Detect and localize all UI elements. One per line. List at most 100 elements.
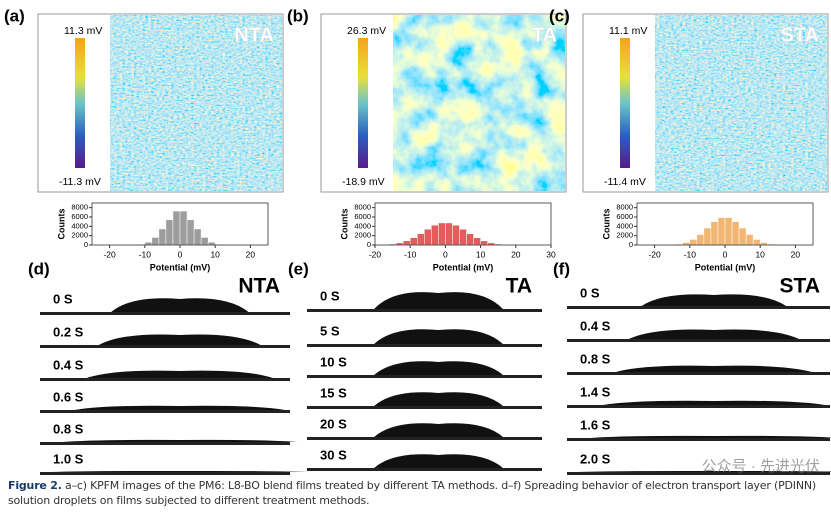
y-tick-label: 8000: [616, 203, 633, 212]
y-tick-label: 6000: [354, 212, 371, 221]
x-tick-label: 30: [546, 249, 556, 259]
substrate: [567, 372, 830, 375]
y-tick-label: 2000: [616, 231, 633, 240]
hist-bar: [725, 218, 732, 245]
y-axis-label: Counts: [56, 209, 66, 240]
x-tick-label: -20: [103, 249, 116, 259]
hist-bar: [173, 211, 180, 245]
time-label: 0.4 S: [53, 357, 84, 372]
y-tick-label: 0: [629, 240, 633, 249]
x-axis-label: Potential (mV): [150, 262, 211, 272]
substrate: [307, 309, 542, 312]
panel-title: NTA: [238, 275, 280, 298]
x-tick-label: 10: [755, 249, 765, 259]
droplet: [374, 361, 503, 375]
y-tick-label: 4000: [354, 221, 371, 230]
substrate: [307, 468, 542, 471]
y-tick-label: 6000: [71, 212, 88, 221]
x-axis-label: Potential (mV): [695, 262, 756, 272]
scale-max: 11.1 mV: [609, 25, 647, 37]
map-title: TA: [532, 24, 557, 46]
substrate: [307, 437, 542, 440]
x-tick-label: 20: [511, 249, 521, 259]
hist-bar: [711, 222, 718, 245]
map-title: STA: [780, 24, 819, 46]
time-label: 0.6 S: [53, 389, 84, 404]
panel-title: TA: [506, 275, 532, 298]
droplet: [590, 436, 831, 438]
hist-bar: [704, 228, 711, 245]
hist-bar: [739, 228, 746, 245]
x-tick-label: -10: [139, 249, 152, 259]
map-title: NTA: [234, 24, 274, 46]
substrate: [567, 306, 830, 309]
scale-max: 26.3 mV: [347, 25, 386, 37]
hist-bar: [746, 235, 753, 246]
time-label: 1.6 S: [580, 417, 611, 432]
droplet: [50, 471, 310, 472]
time-label: 10 S: [320, 354, 347, 369]
time-label: 0 S: [320, 288, 340, 303]
hist-bar: [690, 239, 697, 245]
substrate: [567, 405, 830, 408]
color-bar: [358, 38, 368, 168]
scale-min: -11.3 mV: [59, 176, 101, 188]
hist-bar: [145, 242, 152, 245]
y-tick-label: 2000: [354, 231, 371, 240]
scale-max: 11.3 mV: [64, 25, 102, 37]
droplet: [642, 294, 786, 306]
droplet: [374, 292, 503, 309]
x-tick-label: -20: [369, 249, 382, 259]
y-tick-label: 2000: [71, 231, 88, 240]
panel-label: (b): [287, 6, 309, 25]
hist-bar: [194, 229, 201, 245]
y-axis-label: Counts: [601, 209, 611, 240]
watermark: 公众号 · 先进光伏: [702, 458, 820, 475]
figure-graphics: (a)11.3 mV-11.3 mVNTA-20-100102002000400…: [0, 0, 831, 478]
hist-bar: [452, 225, 459, 245]
hist-bar: [424, 229, 431, 245]
scale-min: -11.4 mV: [604, 176, 646, 188]
caption-text: a–c) KPFM images of the PM6: L8-BO blend…: [8, 479, 816, 507]
time-label: 5 S: [320, 323, 340, 338]
time-label: 0.8 S: [53, 421, 84, 436]
time-label: 0 S: [580, 285, 600, 300]
time-label: 20 S: [320, 416, 347, 431]
y-tick-label: 8000: [71, 203, 88, 212]
droplet: [74, 406, 285, 410]
caption-label: Figure 2.: [8, 479, 62, 492]
hist-bar: [718, 218, 725, 245]
droplet: [99, 334, 261, 345]
hist-bar: [459, 229, 466, 245]
y-tick-label: 6000: [616, 212, 633, 221]
droplet: [111, 298, 248, 312]
caption: Figure 2. a–c) KPFM images of the PM6: L…: [8, 478, 823, 508]
y-tick-label: 4000: [71, 221, 88, 230]
y-tick-label: 0: [367, 240, 371, 249]
droplet: [629, 329, 799, 339]
y-tick-label: 0: [84, 240, 88, 249]
hist-bar: [753, 239, 760, 245]
substrate: [40, 472, 290, 475]
time-label: 0.4 S: [580, 318, 611, 333]
hist-bar: [152, 237, 159, 245]
hist-bar: [187, 220, 194, 245]
substrate: [307, 406, 542, 409]
x-tick-label: 0: [178, 249, 183, 259]
hist-bar: [201, 237, 208, 245]
panel-title: STA: [780, 275, 820, 298]
hist-bar: [438, 223, 445, 245]
time-label: 30 S: [320, 447, 347, 462]
hist-bar: [697, 235, 704, 246]
droplet: [87, 371, 273, 378]
droplet: [374, 392, 503, 406]
x-tick-label: -20: [648, 249, 661, 259]
hist-bar: [410, 238, 417, 245]
substrate: [40, 410, 290, 413]
time-label: 1.0 S: [53, 451, 84, 466]
droplet: [374, 454, 503, 468]
hist-bar: [467, 234, 474, 245]
substrate: [40, 378, 290, 381]
hist-bar: [159, 229, 166, 245]
